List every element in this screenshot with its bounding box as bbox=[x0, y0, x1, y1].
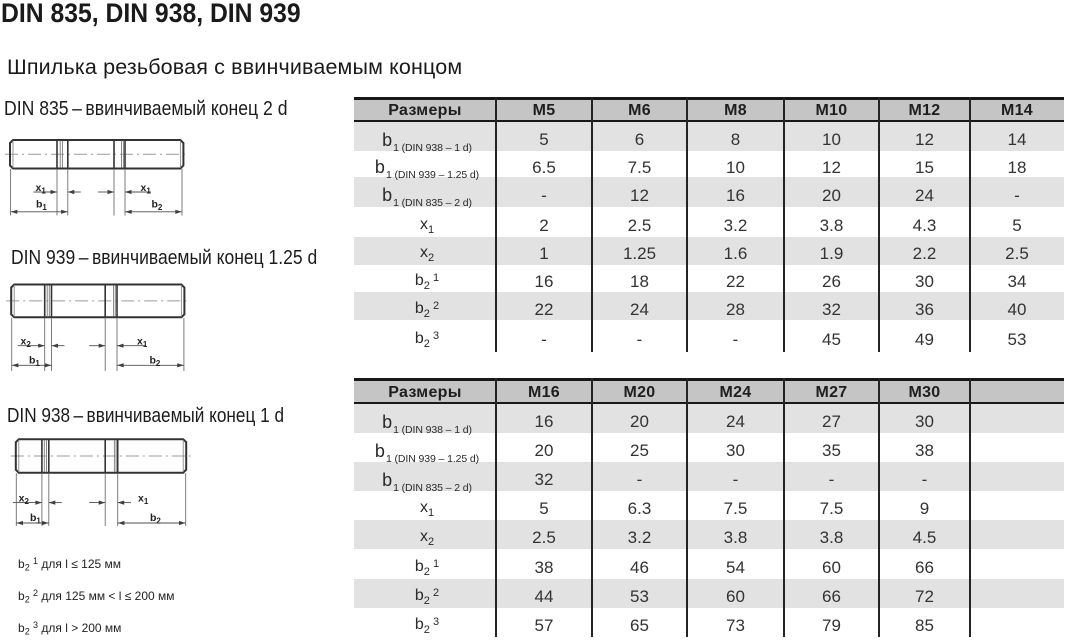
svg-text:x1: x1 bbox=[138, 493, 149, 506]
svg-text:x1: x1 bbox=[36, 182, 47, 195]
svg-text:x2: x2 bbox=[19, 493, 30, 506]
svg-text:x2: x2 bbox=[21, 336, 32, 349]
svg-text:b2: b2 bbox=[152, 199, 163, 212]
svg-text:b1: b1 bbox=[30, 512, 41, 525]
svg-text:b2: b2 bbox=[150, 512, 161, 525]
svg-text:x1: x1 bbox=[137, 336, 148, 349]
svg-text:x1: x1 bbox=[141, 182, 152, 195]
svg-text:b1: b1 bbox=[36, 199, 47, 212]
svg-text:b2: b2 bbox=[150, 355, 161, 368]
svg-text:b1: b1 bbox=[29, 355, 40, 368]
